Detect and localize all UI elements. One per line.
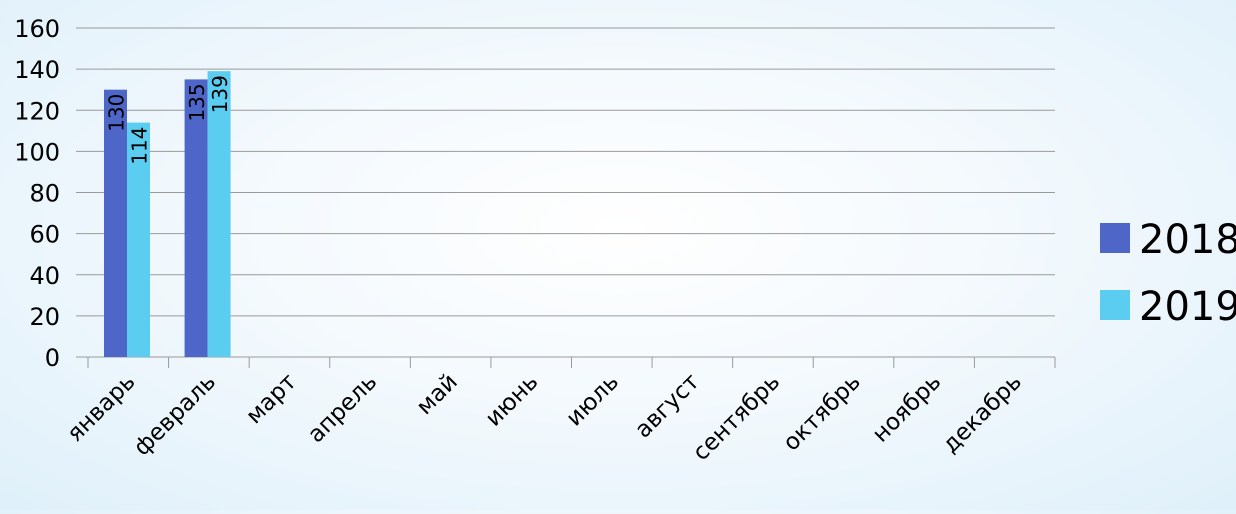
x-tick-label: ноябрь (868, 369, 947, 448)
legend-swatch (1100, 223, 1130, 253)
y-tick-label: 80 (29, 180, 60, 208)
x-tick-label: август (630, 369, 705, 444)
bar-2019-январь (127, 122, 150, 358)
y-tick-label: 40 (29, 262, 60, 290)
x-tick-label: октябрь (778, 369, 865, 456)
x-tick-label: март (241, 369, 301, 429)
x-tick-label: сентябрь (688, 369, 785, 466)
bar-2018-январь (104, 89, 127, 357)
y-tick-label: 140 (14, 56, 60, 84)
y-tick-label: 20 (29, 303, 60, 331)
x-tick-label: июнь (481, 369, 544, 432)
y-tick-label: 100 (14, 138, 60, 166)
legend-label: 2018 (1139, 217, 1236, 263)
data-label: 114 (128, 127, 152, 165)
data-label: 135 (185, 83, 209, 121)
y-tick-label: 160 (14, 15, 60, 43)
x-tick-label: май (412, 369, 463, 420)
y-tick-label: 60 (29, 221, 60, 249)
x-tick-label: апрель (303, 369, 382, 448)
y-tick-label: 120 (14, 97, 60, 125)
legend-label: 2019 (1139, 284, 1236, 330)
legend-swatch (1100, 290, 1130, 320)
data-label: 130 (105, 94, 129, 132)
data-label: 139 (208, 75, 232, 113)
x-tick-label: июль (561, 369, 624, 432)
x-tick-label: декабрь (938, 369, 1027, 458)
x-tick-label: январь (62, 369, 140, 447)
y-tick-label: 0 (45, 344, 60, 372)
bar-2019-февраль (207, 71, 231, 358)
bar-2018-февраль (184, 79, 208, 357)
x-tick-label: февраль (129, 369, 221, 461)
